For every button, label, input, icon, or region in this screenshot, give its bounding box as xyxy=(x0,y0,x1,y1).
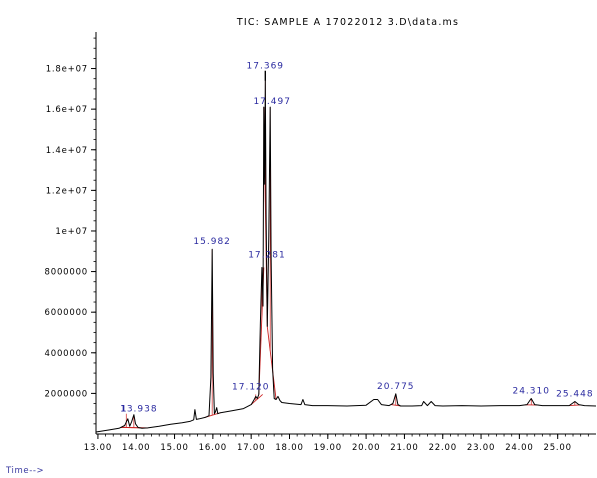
x-tick-label: 13.00 xyxy=(84,443,112,453)
peak-baselines xyxy=(120,80,581,429)
x-tick-label: 18.00 xyxy=(275,443,303,453)
x-tick-label: 20.00 xyxy=(352,443,380,453)
y-axis: 2000000 4000000 6000000 8000000 1e+07 1.2e+07… xyxy=(45,32,97,434)
peak-label: 17.120 xyxy=(232,382,270,392)
peak-label: 25.448 xyxy=(556,390,594,400)
x-tick-label: 14.00 xyxy=(122,443,150,453)
y-tick-label: 1.8e+07 xyxy=(46,65,88,75)
y-tick-label: 1e+07 xyxy=(55,227,88,237)
peak-label: 15.982 xyxy=(193,237,231,247)
x-tick-label: 22.00 xyxy=(429,443,457,453)
y-tick-label: 1.2e+07 xyxy=(46,186,88,196)
x-tick-label: 17.00 xyxy=(237,443,265,453)
x-tick-label: 24.00 xyxy=(505,443,533,453)
x-tick-label: 15.00 xyxy=(160,443,188,453)
y-tick-label: 2000000 xyxy=(45,389,88,399)
y-tick-label: 4000000 xyxy=(45,349,88,359)
peak-label: 17.369 xyxy=(247,62,285,72)
x-axis-label: Time--> xyxy=(5,466,44,476)
tic-trace xyxy=(95,80,597,433)
x-tick-label: 16.00 xyxy=(199,443,227,453)
peak-label: 1 xyxy=(121,405,128,415)
peak-label: 17.497 xyxy=(253,97,291,107)
x-tick-label: 25.00 xyxy=(544,443,572,453)
trace-layer xyxy=(95,80,597,433)
y-tick-label: 1.4e+07 xyxy=(46,146,88,156)
peak-label: 13.938 xyxy=(120,405,158,415)
peak-labels: 113.938 15.982 17.120 17.281 17.369 17.497 20.… xyxy=(120,62,594,415)
chart-title: TIC: SAMPLE A 17022012 3.D\data.ms xyxy=(236,17,459,28)
peak-baseline xyxy=(250,394,263,405)
y-tick-label: 1.6e+07 xyxy=(46,105,88,115)
x-axis: 13.00 14.00 15.00 16.00 17.00 18.00 19.00 20.00… xyxy=(84,433,596,453)
peak-baseline xyxy=(266,326,277,400)
peak-label: 24.310 xyxy=(512,386,550,396)
x-tick-label: 21.00 xyxy=(390,443,418,453)
peak-label: 17.281 xyxy=(248,251,286,261)
x-tick-label: 23.00 xyxy=(467,443,495,453)
y-tick-label: 8000000 xyxy=(45,268,88,278)
x-tick-label: 19.00 xyxy=(314,443,342,453)
y-tick-label: 6000000 xyxy=(45,308,88,318)
peak-label: 20.775 xyxy=(377,382,415,392)
